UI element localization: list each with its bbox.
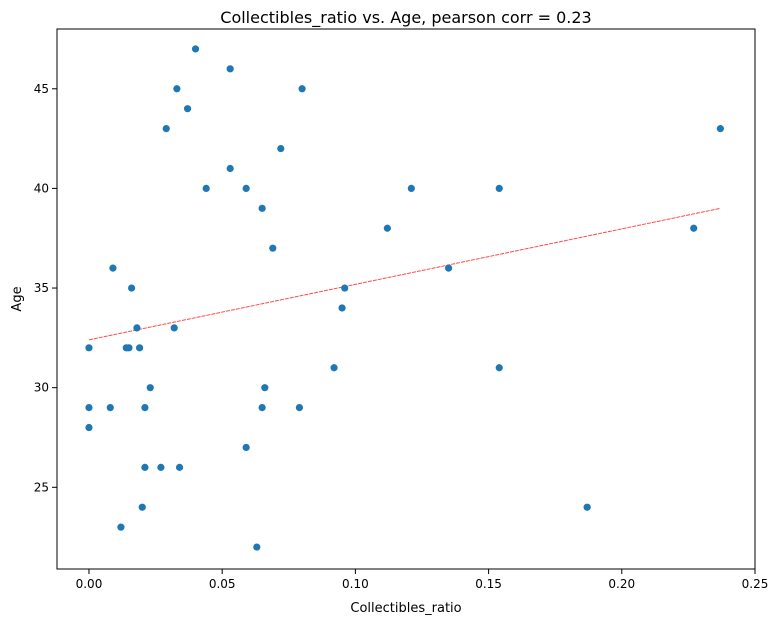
data-point	[135, 344, 144, 352]
data-point	[253, 543, 261, 551]
data-point	[495, 184, 503, 193]
y-tick-label: 25	[34, 480, 49, 494]
y-tick-label: 40	[34, 181, 49, 195]
data-point	[583, 503, 591, 511]
x-axis-ticks: 0.00 0.05 0.10 0.15 0.20 0.25	[76, 569, 769, 591]
x-tick-label: 0.10	[342, 577, 369, 591]
data-points	[85, 45, 724, 551]
data-point	[141, 403, 149, 412]
data-point	[383, 224, 391, 232]
data-point	[330, 364, 338, 372]
data-point	[125, 344, 133, 352]
data-point	[242, 184, 250, 193]
x-tick-label: 0.05	[209, 577, 236, 591]
data-point	[106, 403, 114, 412]
data-point	[407, 184, 415, 193]
data-point	[191, 45, 200, 53]
trend-line	[88, 207, 721, 341]
data-point	[162, 125, 170, 133]
x-tick-label: 0.00	[76, 577, 103, 591]
data-point	[117, 523, 125, 531]
data-point	[269, 244, 277, 252]
data-point	[261, 384, 269, 392]
y-axis-ticks: 25 30 35 40 45	[34, 82, 57, 494]
data-point	[226, 164, 234, 173]
data-point	[183, 105, 192, 113]
data-point	[202, 184, 210, 193]
y-axis-label: Age	[10, 286, 25, 311]
data-point	[157, 463, 165, 471]
data-point	[226, 65, 234, 73]
y-tick-label: 30	[34, 381, 49, 395]
data-point	[85, 344, 93, 352]
chart-title: Collectibles_ratio vs. Age, pearson corr…	[220, 8, 591, 28]
plot-area	[56, 28, 756, 570]
data-point	[127, 284, 136, 292]
x-axis-label: Collectibles_ratio	[350, 601, 461, 616]
data-point	[138, 503, 146, 511]
data-point	[277, 144, 285, 153]
data-point	[298, 85, 306, 93]
y-tick-label: 35	[34, 281, 49, 295]
x-tick-label: 0.15	[475, 577, 502, 591]
data-point	[85, 403, 93, 412]
data-point	[133, 324, 141, 332]
data-point	[258, 403, 266, 412]
data-point	[295, 403, 304, 412]
data-point	[338, 304, 346, 312]
data-point	[85, 423, 93, 432]
data-point	[175, 463, 184, 471]
x-tick-label: 0.20	[608, 577, 635, 591]
y-tick-label: 45	[34, 82, 49, 96]
x-tick-label: 0.25	[742, 577, 769, 591]
data-point	[141, 463, 149, 471]
data-point	[690, 224, 698, 232]
data-point	[495, 364, 503, 372]
data-point	[173, 85, 181, 93]
data-point	[146, 384, 154, 392]
data-point	[242, 443, 250, 452]
data-point	[341, 284, 349, 292]
data-point	[258, 204, 266, 212]
data-point	[170, 324, 178, 332]
data-point	[716, 125, 724, 133]
data-point	[109, 264, 117, 272]
data-point	[445, 264, 453, 272]
